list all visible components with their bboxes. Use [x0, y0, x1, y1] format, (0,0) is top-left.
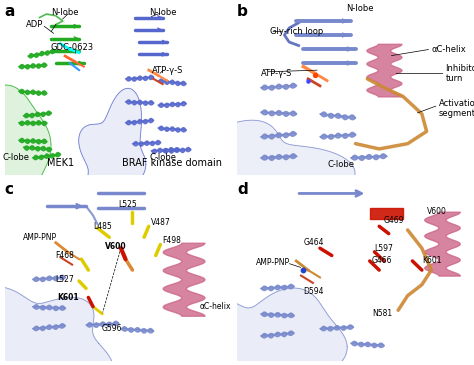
Text: F468: F468: [55, 251, 74, 260]
Text: αC-helix: αC-helix: [431, 45, 466, 54]
Text: c: c: [5, 182, 14, 197]
Text: Activation
segment: Activation segment: [438, 99, 474, 118]
Polygon shape: [79, 88, 146, 217]
Text: GDC-0623: GDC-0623: [51, 43, 94, 52]
Polygon shape: [370, 208, 403, 219]
Text: G464: G464: [303, 238, 324, 247]
Text: L485: L485: [93, 222, 112, 231]
Text: AMP-PNP: AMP-PNP: [23, 233, 57, 242]
Text: ADP: ADP: [26, 20, 44, 29]
Text: Inhibitory
turn: Inhibitory turn: [446, 64, 474, 83]
Text: D594: D594: [303, 288, 324, 296]
Text: AMP-PNP: AMP-PNP: [256, 258, 290, 267]
Text: BRAF kinase domain: BRAF kinase domain: [122, 158, 222, 168]
Text: MEK1: MEK1: [47, 158, 74, 168]
Polygon shape: [0, 85, 51, 220]
Text: G596: G596: [101, 324, 122, 333]
Text: L597: L597: [374, 244, 393, 253]
Text: ATP-γ-S: ATP-γ-S: [152, 66, 183, 74]
Polygon shape: [175, 288, 347, 365]
Text: L527: L527: [55, 275, 74, 284]
Text: N-lobe: N-lobe: [149, 8, 176, 17]
Text: G469: G469: [384, 216, 404, 225]
Text: Gly-rich loop: Gly-rich loop: [270, 27, 323, 36]
Point: [311, 72, 319, 78]
Text: G466: G466: [372, 257, 392, 265]
Text: αC-helix: αC-helix: [200, 302, 231, 311]
Text: K601: K601: [422, 257, 441, 265]
Text: N581: N581: [372, 310, 392, 318]
Text: K601: K601: [57, 293, 79, 302]
Text: N-lobe: N-lobe: [51, 8, 79, 17]
Text: N-lobe: N-lobe: [346, 4, 374, 13]
Text: d: d: [237, 182, 248, 197]
Polygon shape: [0, 287, 113, 365]
Point: [304, 78, 312, 84]
Text: V487: V487: [151, 218, 171, 227]
Text: L525: L525: [118, 200, 137, 209]
Text: C-lobe: C-lobe: [328, 160, 355, 169]
Text: F498: F498: [163, 237, 182, 245]
Text: V600: V600: [105, 242, 127, 251]
Text: a: a: [5, 4, 15, 19]
Text: ATP-γ-S: ATP-γ-S: [261, 69, 292, 78]
Text: V600: V600: [427, 207, 447, 216]
Polygon shape: [171, 120, 355, 223]
Text: C-lobe: C-lobe: [3, 153, 30, 162]
Text: C-lobe: C-lobe: [149, 153, 176, 162]
Point: [300, 267, 307, 273]
Text: b: b: [237, 4, 248, 19]
